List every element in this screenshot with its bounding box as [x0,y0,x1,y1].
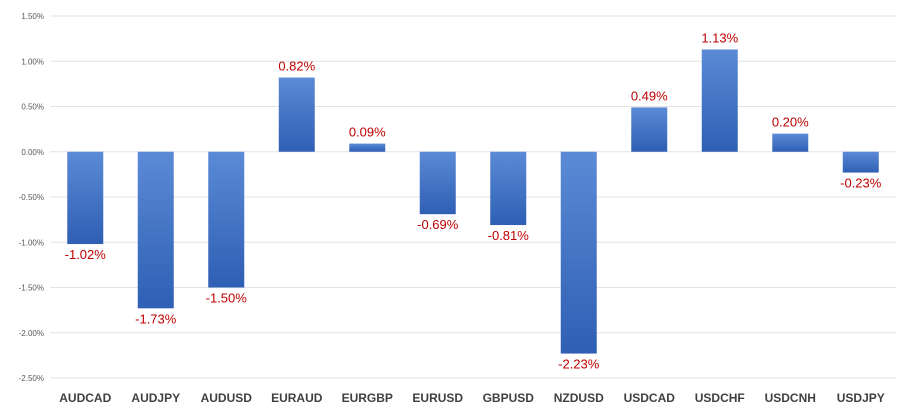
category-label-audusd: AUDUSD [201,391,253,405]
y-tick-label: 0.50% [21,103,44,112]
category-label-usdcad: USDCAD [624,391,676,405]
category-label-audcad: AUDCAD [59,391,111,405]
y-tick-label: -2.50% [19,374,44,383]
category-label-nzdusd: NZDUSD [554,391,604,405]
bar-eurgbp [349,143,386,152]
bar-usdchf [701,49,738,152]
y-axis-ticks: 1.50% 1.00% 0.50% 0.00% -0.50% -1.00% -1.50% -2… [19,12,44,383]
category-label-eurusd: EURUSD [412,391,463,405]
bar-audusd [208,151,245,288]
bar-nzdusd [560,151,597,354]
category-label-audjpy: AUDJPY [131,391,180,405]
data-label-usdcnh: 0.20% [772,115,809,130]
y-tick-label: 1.50% [21,12,44,21]
data-label-audjpy: -1.73% [135,311,177,326]
category-label-usdcnh: USDCNH [765,391,816,405]
y-tick-label: -1.50% [19,284,44,293]
data-label-euraud: 0.82% [278,59,315,74]
data-label-audcad: -1.02% [65,247,107,262]
bar-audcad [67,151,104,245]
bar-usdcad [631,107,668,152]
category-label-eurgbp: EURGBP [342,391,393,405]
bar-usdcnh [772,133,809,152]
y-tick-label: 0.00% [21,148,44,157]
y-tick-label: -1.00% [19,238,44,247]
y-tick-label: -2.00% [19,329,44,338]
bar-usdjpy [842,151,879,173]
data-label-nzdusd: -2.23% [558,357,600,372]
category-label-usdjpy: USDJPY [837,391,885,405]
bars [67,49,879,354]
y-tick-label: -0.50% [19,193,44,202]
category-label-usdchf: USDCHF [695,391,745,405]
category-label-gbpusd: GBPUSD [483,391,535,405]
bar-euraud [278,77,315,152]
data-label-usdjpy: -0.23% [840,176,882,191]
data-label-gbpusd: -0.81% [488,228,530,243]
data-label-usdchf: 1.13% [701,30,738,45]
category-label-euraud: EURAUD [271,391,323,405]
data-label-eurusd: -0.69% [417,217,459,232]
bar-gbpusd [490,151,527,226]
data-label-eurgbp: 0.09% [349,125,386,140]
data-labels: -1.02% -1.73% -1.50% 0.82% 0.09% -0.69% -0.81%… [65,30,882,371]
gridlines [50,15,896,379]
data-label-audusd: -1.50% [206,291,248,306]
y-tick-label: 1.00% [21,57,44,66]
x-axis-categories: AUDCAD AUDJPY AUDUSD EURAUD EURGBP EURUSD GBPU… [59,391,885,405]
data-label-usdcad: 0.49% [631,88,668,103]
bar-audjpy [137,151,174,309]
bar-eurusd [419,151,456,215]
